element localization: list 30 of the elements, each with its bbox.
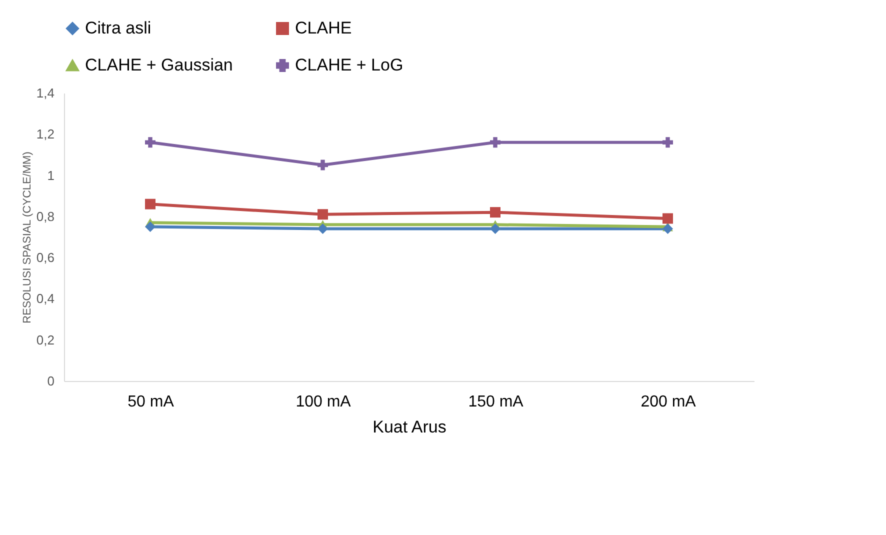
point xyxy=(318,160,328,170)
y-tick-label: 1,4 xyxy=(36,86,54,100)
y-tick-label: 1 xyxy=(47,168,54,183)
point xyxy=(145,137,156,148)
x-tick-label: 200 mA xyxy=(640,394,696,410)
legend-label: CLAHE xyxy=(295,18,352,38)
point xyxy=(318,224,328,234)
y-tick-label: 0,4 xyxy=(36,291,54,306)
legend-label: Citra asli xyxy=(85,18,152,38)
point xyxy=(662,137,673,148)
point xyxy=(662,224,673,234)
point xyxy=(490,137,500,148)
legend-label: CLAHE + Gaussian xyxy=(85,56,233,74)
y-axis-title: RESOLUSI SPASIAL (CYCLE/MM) xyxy=(21,152,34,324)
point xyxy=(145,198,156,210)
x-tick-label: 100 mA xyxy=(296,394,352,410)
point xyxy=(318,209,328,220)
x-tick-label: 50 mA xyxy=(128,394,174,410)
y-tick-label: 0,6 xyxy=(36,250,54,266)
y-tick-label: 0 xyxy=(47,374,54,388)
point xyxy=(145,221,156,232)
x-tick-label: 150 mA xyxy=(468,394,524,410)
y-tick-label: 0,8 xyxy=(36,208,54,224)
x-axis-title: Kuat Arus xyxy=(372,418,446,436)
point xyxy=(662,213,673,224)
point xyxy=(490,224,500,234)
y-tick-label: 0,2 xyxy=(36,332,54,348)
legend-label: CLAHE + LoG xyxy=(295,56,404,74)
point xyxy=(490,207,500,218)
y-tick-label: 1,2 xyxy=(36,126,54,142)
